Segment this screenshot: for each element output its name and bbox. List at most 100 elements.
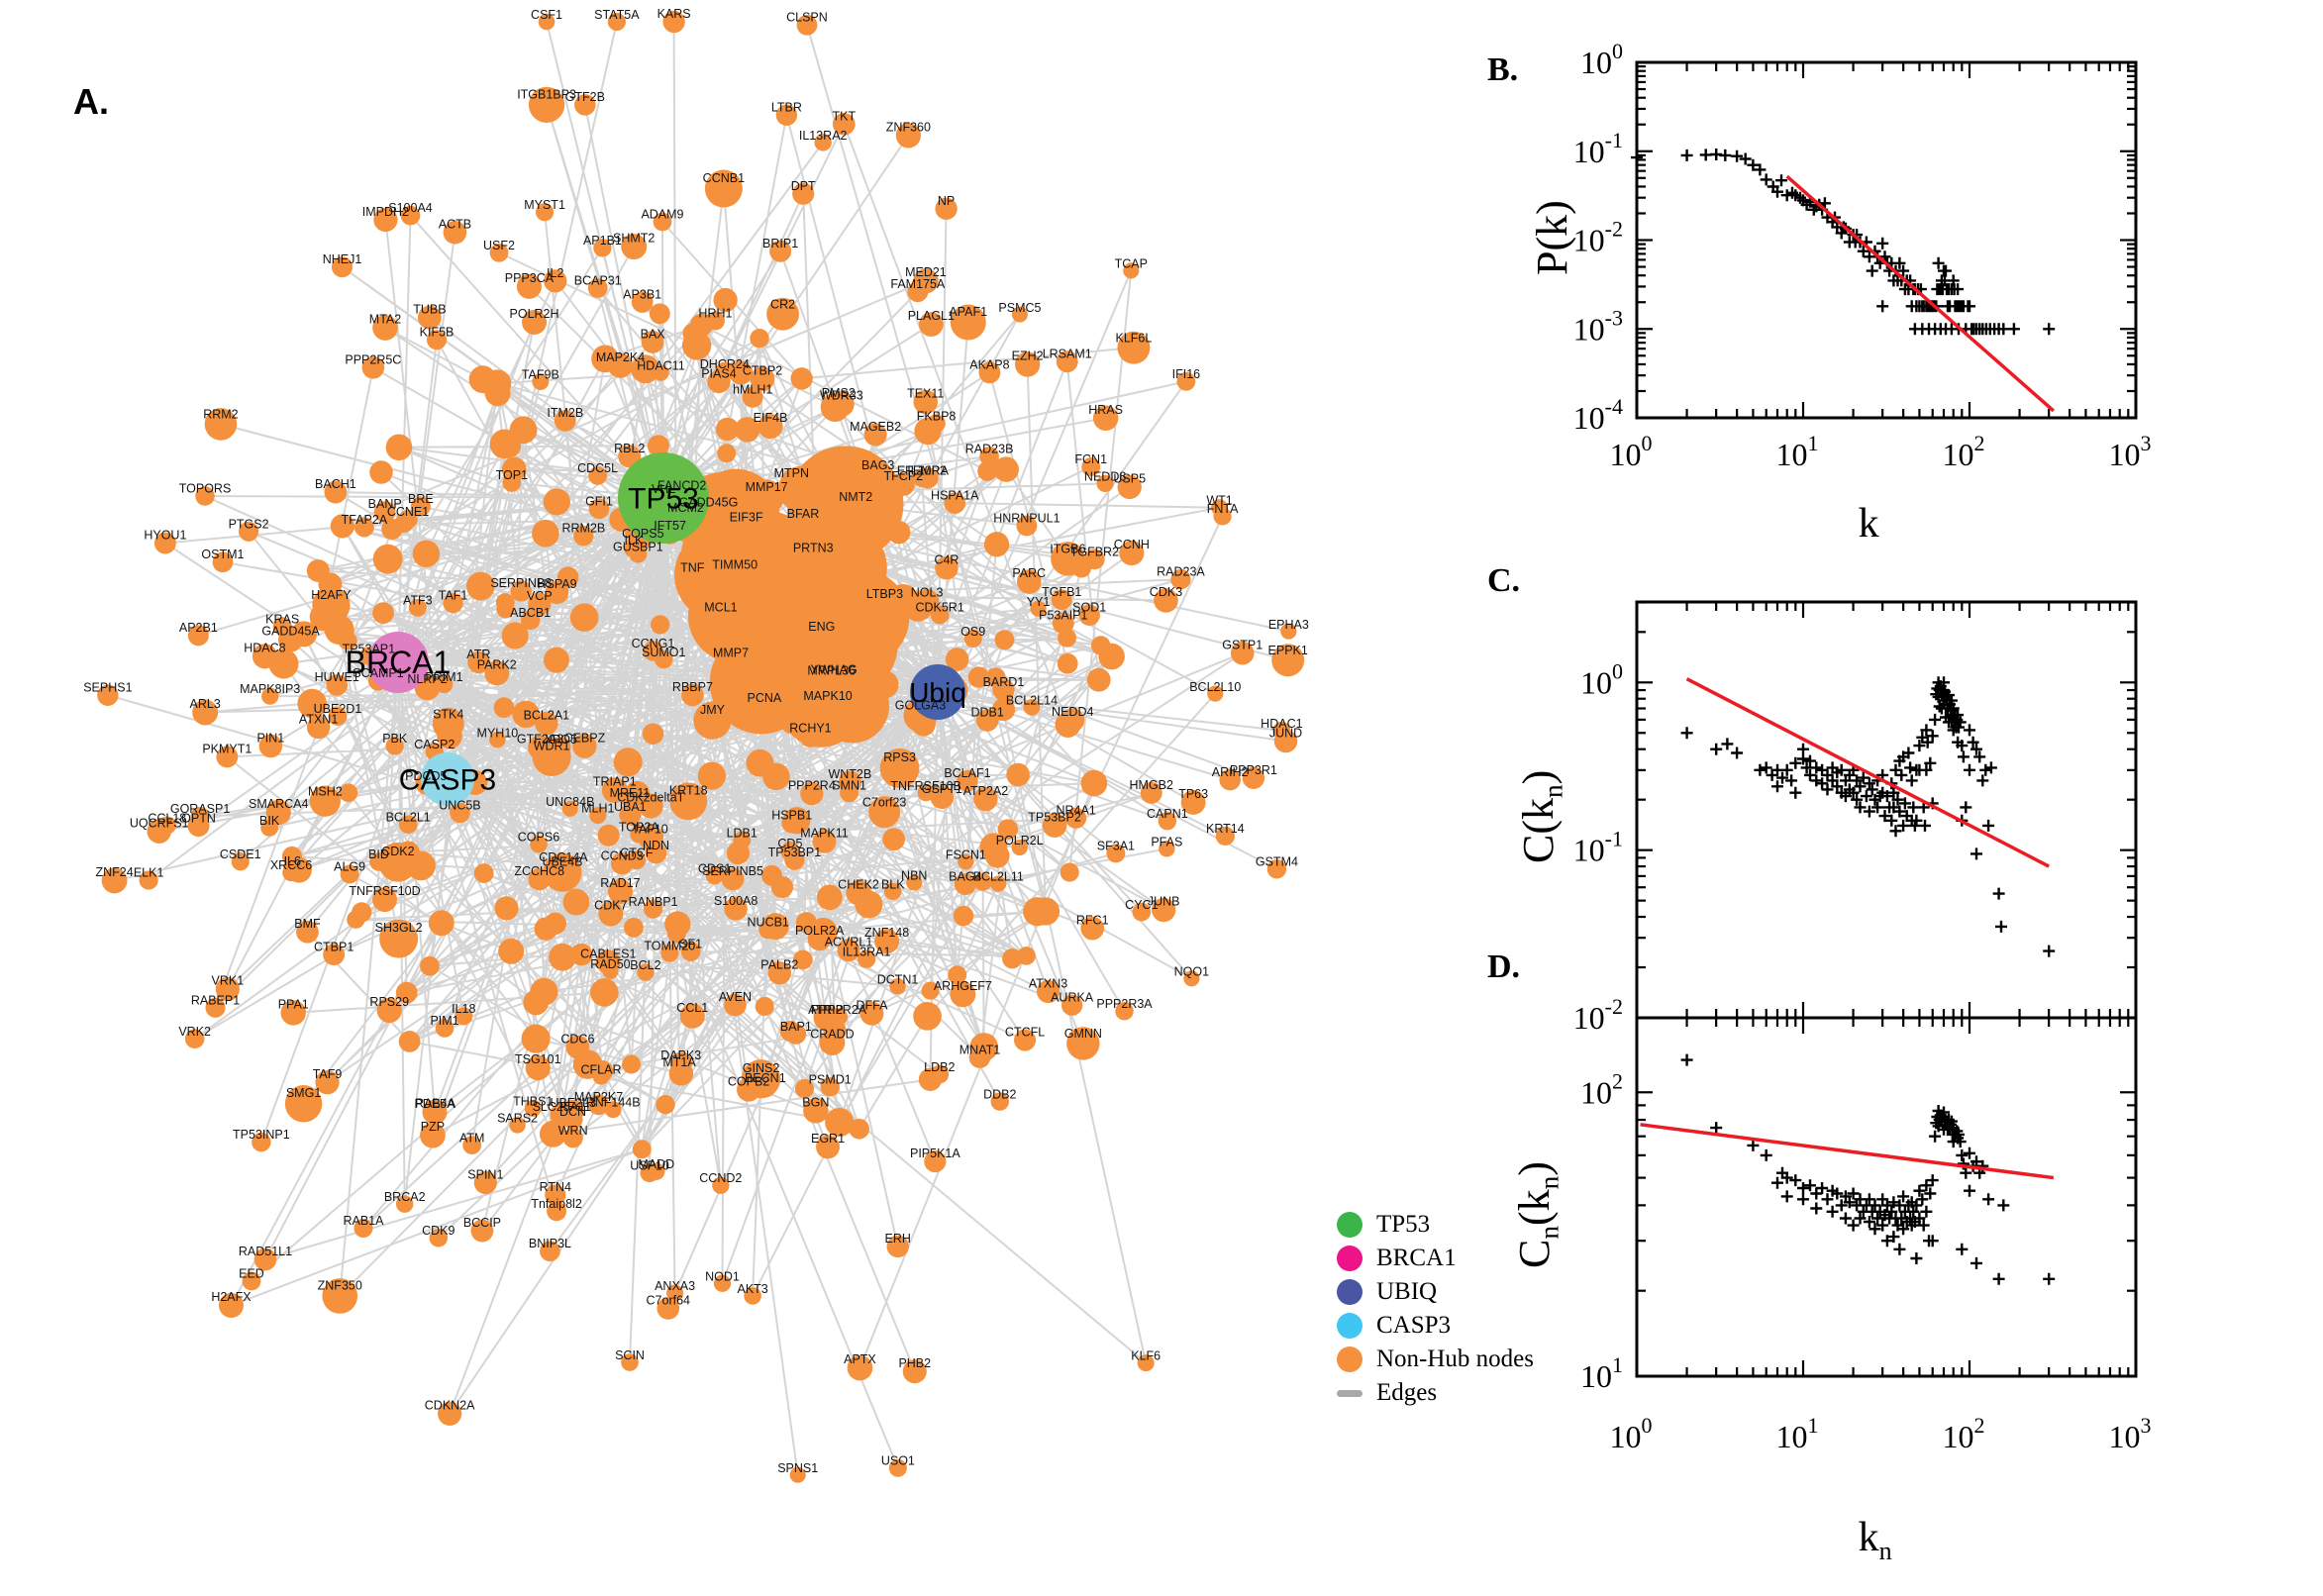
gene-node bbox=[432, 707, 464, 740]
gene-node bbox=[906, 874, 923, 891]
gene-label: MED21 bbox=[905, 265, 947, 279]
gene-node bbox=[737, 515, 757, 535]
gene-node bbox=[619, 803, 642, 826]
gene-label: H2AFY bbox=[311, 588, 352, 602]
gene-node bbox=[1140, 781, 1162, 804]
gene-node bbox=[216, 746, 239, 768]
gene-label: ZNF360 bbox=[886, 120, 931, 134]
gene-node bbox=[561, 1099, 584, 1123]
gene-label: ADAM9 bbox=[641, 208, 683, 222]
gene-node bbox=[101, 867, 128, 894]
gene-label: DPT bbox=[791, 179, 816, 193]
gene-label: NMT2 bbox=[839, 490, 872, 504]
gene-label: C7orf64 bbox=[647, 1294, 691, 1308]
gene-node bbox=[935, 197, 958, 220]
gene-node bbox=[400, 205, 421, 226]
gene-label: KLF6 bbox=[1131, 1349, 1161, 1363]
hub-label-brca1: BRCA1 bbox=[346, 645, 452, 680]
gene-node bbox=[638, 825, 662, 850]
plot-frame bbox=[1635, 600, 2138, 1020]
gene-label: HSPA9 bbox=[537, 577, 576, 591]
gene-label: NEDD8 bbox=[1084, 469, 1126, 483]
gene-label: CCNG1 bbox=[632, 637, 675, 650]
gene-label: hMLH1 bbox=[733, 383, 772, 397]
gene-label: POLR2A bbox=[795, 924, 845, 938]
gene-node bbox=[1096, 474, 1114, 493]
gene-label: SMG1 bbox=[286, 1086, 321, 1100]
gene-label: ZNF350 bbox=[318, 1279, 362, 1293]
y-axis-label: C(kn) bbox=[1514, 770, 1568, 863]
gene-node bbox=[990, 1092, 1009, 1111]
gene-label: CCL1 bbox=[676, 1001, 708, 1015]
legend-item: BRCA1 bbox=[1337, 1242, 1534, 1275]
non-hub-nodes bbox=[97, 10, 1305, 1483]
legend-swatch bbox=[1337, 1313, 1363, 1339]
gene-label: TAF9 bbox=[313, 1067, 343, 1081]
gene-label: BAP1 bbox=[780, 1020, 812, 1034]
gene-node bbox=[1115, 1002, 1134, 1021]
gene-label: POLR2L bbox=[996, 834, 1044, 848]
gene-node bbox=[1180, 789, 1206, 815]
gene-label: DDB1 bbox=[971, 706, 1004, 720]
gene-node bbox=[767, 961, 792, 985]
gene-node bbox=[775, 104, 798, 126]
gene-label: SCIN bbox=[615, 1348, 645, 1362]
gene-label: BCCIP bbox=[463, 1216, 501, 1230]
gene-node bbox=[1176, 371, 1196, 391]
gene-label: AKAP8 bbox=[969, 358, 1009, 372]
gene-node bbox=[547, 1201, 567, 1222]
hub-labels: TP53 BRCA1 CASP3 Ubiq bbox=[346, 483, 966, 797]
x-axis-label: k bbox=[1859, 501, 1879, 547]
gene-node bbox=[1078, 604, 1100, 626]
gene-label: PPA1 bbox=[278, 997, 309, 1011]
gene-node bbox=[884, 882, 902, 901]
gene-label: RRM2B bbox=[561, 522, 605, 536]
svg-text:C(kn): C(kn) bbox=[1514, 770, 1568, 863]
gene-label: HRH1 bbox=[698, 307, 732, 321]
gene-node bbox=[489, 243, 509, 262]
x-axis-label: kn bbox=[1859, 1515, 1892, 1565]
gene-label: BECN1 bbox=[745, 1071, 786, 1085]
plot-panel-D: 102 101 100 101 102 103 kn Cn(kn) bbox=[1510, 1016, 2152, 1565]
gene-label: FANCD2 bbox=[657, 479, 706, 493]
gene-node bbox=[1011, 306, 1028, 323]
svg-text:103: 103 bbox=[2109, 431, 2152, 472]
gene-label: PDE5A bbox=[414, 1097, 455, 1111]
legend-label: Non-Hub nodes bbox=[1376, 1346, 1535, 1372]
gene-node bbox=[1060, 994, 1083, 1016]
gene-label: BMF bbox=[294, 917, 321, 931]
gene-label: NUCB1 bbox=[748, 916, 789, 930]
legend-swatch bbox=[1337, 1212, 1363, 1238]
gene-label: BNIP3L bbox=[529, 1237, 571, 1250]
gene-node bbox=[443, 220, 467, 245]
gene-labels: MAPK10 PIM1 EPPK1 USO1 GSPT1 BAG3 FSCN1 UBE4B DF… bbox=[83, 7, 1309, 1475]
gene-node bbox=[592, 1068, 610, 1085]
gene-label: EGR1 bbox=[811, 1132, 845, 1146]
gene-label: PPP2R5C bbox=[345, 352, 401, 366]
gene-node bbox=[1051, 542, 1085, 576]
gene-label: MAPK10 bbox=[803, 689, 852, 703]
svg-text:10-1: 10-1 bbox=[1573, 128, 1623, 169]
gene-node bbox=[803, 1098, 829, 1124]
gene-node bbox=[153, 532, 176, 554]
gene-label: CCND3 bbox=[601, 848, 644, 862]
svg-text:101: 101 bbox=[1776, 431, 1819, 472]
gene-node bbox=[816, 1135, 840, 1159]
gene-label: OPTN bbox=[181, 811, 216, 825]
gene-node bbox=[553, 853, 574, 876]
gene-node bbox=[322, 1278, 358, 1314]
gene-node bbox=[713, 1274, 732, 1292]
gene-node bbox=[376, 997, 402, 1024]
gene-label: GUSBP1 bbox=[613, 540, 663, 553]
svg-text:101: 101 bbox=[1580, 1352, 1623, 1394]
gene-node bbox=[992, 678, 1015, 701]
gene-label: GADD45G bbox=[679, 496, 739, 510]
gene-node bbox=[373, 501, 396, 523]
gene-node bbox=[679, 563, 706, 589]
gene-node bbox=[859, 1001, 884, 1026]
gene-node bbox=[838, 770, 861, 794]
gene-node bbox=[1137, 1354, 1155, 1372]
gene-node bbox=[420, 1122, 446, 1148]
gene-node bbox=[820, 1077, 840, 1097]
gene-label: SF3A1 bbox=[1097, 840, 1135, 853]
